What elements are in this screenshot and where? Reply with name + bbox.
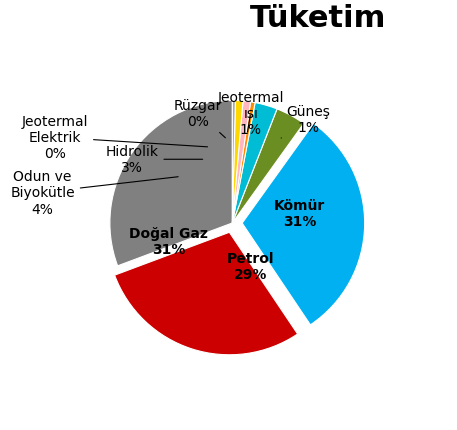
Wedge shape (232, 101, 235, 224)
Text: Rüzgar
0%: Rüzgar 0% (174, 98, 225, 138)
Wedge shape (232, 110, 304, 224)
Text: Doğal Gaz
31%: Doğal Gaz 31% (129, 227, 208, 257)
Wedge shape (115, 233, 298, 355)
Text: Güneş
1%: Güneş 1% (281, 104, 330, 139)
Wedge shape (242, 124, 365, 325)
Wedge shape (232, 103, 277, 224)
Text: Petrol
29%: Petrol 29% (227, 251, 275, 281)
Text: Hidrolik
3%: Hidrolik 3% (106, 145, 202, 175)
Text: Jeotermal
Elektrik
0%: Jeotermal Elektrik 0% (21, 115, 207, 161)
Wedge shape (232, 102, 250, 224)
Text: Jeotermal
ısı
1%: Jeotermal ısı 1% (218, 90, 284, 137)
Wedge shape (110, 101, 232, 266)
Wedge shape (232, 101, 243, 224)
Text: Kömür
31%: Kömür 31% (274, 199, 325, 229)
Text: Tüketim: Tüketim (250, 4, 387, 33)
Text: Odun ve
Biyokütle
4%: Odun ve Biyokütle 4% (10, 170, 178, 216)
Wedge shape (232, 103, 255, 224)
